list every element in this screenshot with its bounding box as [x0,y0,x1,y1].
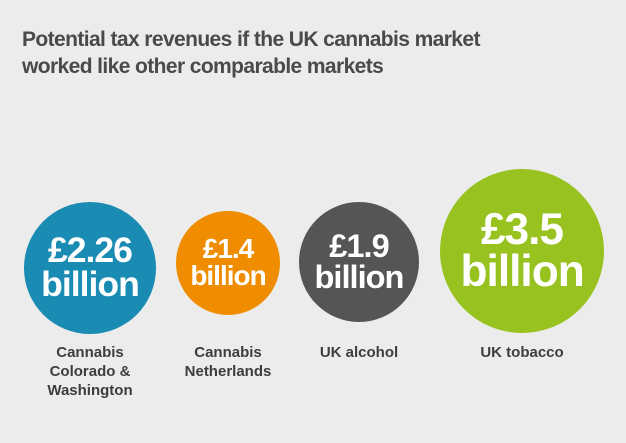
chart-title: Potential tax revenues if the UK cannabi… [22,28,480,78]
bubble: £1.4 billion [176,211,280,315]
value-label: £1.4 billion [190,233,266,291]
bubble: £2.26 billion [24,202,156,334]
value-label: £2.26 billion [41,230,140,304]
category-label: UK tobacco [480,344,564,361]
category-label: Cannabis Colorado & Washington [47,344,133,399]
value-label: £3.5 billion [460,204,585,296]
bubble: £1.9 billion [298,201,420,323]
category-label: Cannabis Netherlands [184,344,272,380]
category-label: UK alcohol [319,344,399,361]
bubble: £3.5 billion [440,169,604,333]
value-label: £1.9 billion [314,227,405,295]
